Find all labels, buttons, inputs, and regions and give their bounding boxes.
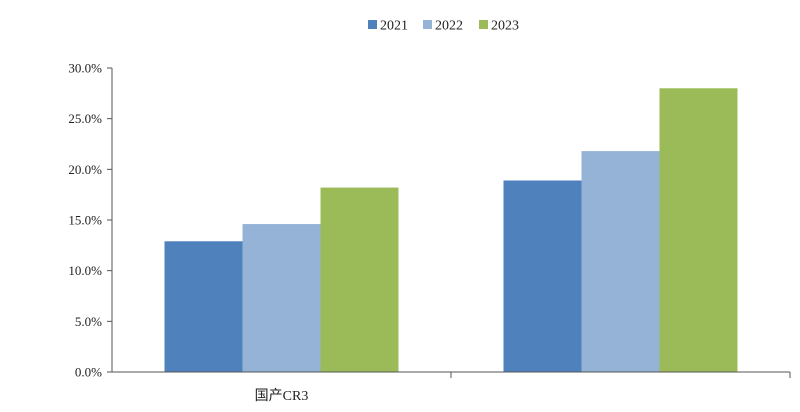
legend-label: 2023 (491, 19, 519, 34)
legend-label: 2022 (435, 19, 463, 34)
legend-swatch-2022 (423, 20, 432, 29)
y-tick-label: 20.0% (68, 162, 102, 177)
y-tick-label: 15.0% (68, 213, 102, 228)
x-axis: 国产CR3 (112, 371, 791, 404)
y-tick-label: 30.0% (68, 61, 102, 76)
legend-label: 2021 (380, 19, 408, 34)
bar-2021-2 (503, 180, 582, 372)
y-tick-label: 25.0% (68, 111, 102, 126)
x-category-label: 国产CR3 (255, 388, 309, 404)
y-axis: 0.0% 5.0% 10.0% 15.0% 20.0% 25.0% 30.0% (68, 61, 113, 380)
y-tick-label: 5.0% (75, 314, 102, 329)
legend-swatch-2021 (368, 20, 377, 29)
bar-2022-2 (581, 151, 660, 372)
bar-2023-1 (320, 187, 399, 372)
bar-2022-1 (242, 224, 321, 372)
bar-2021-1 (164, 241, 243, 372)
bar-2023-2 (659, 88, 738, 373)
y-tick-label: 0.0% (75, 365, 102, 380)
legend: 2021 2022 2023 (368, 19, 519, 34)
bars (164, 88, 738, 373)
y-tick-label: 10.0% (68, 263, 102, 278)
legend-swatch-2023 (479, 20, 488, 29)
